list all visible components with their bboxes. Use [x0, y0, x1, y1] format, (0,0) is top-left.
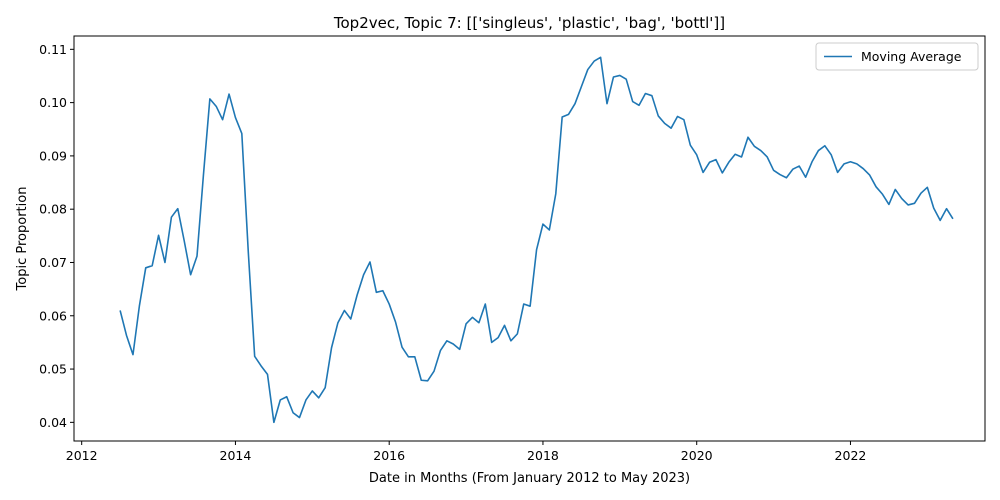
x-tick-label: 2016: [373, 448, 405, 463]
y-axis: 0.04 0.05 0.06 0.07 0.08 0.09 0.10 0.11: [39, 42, 74, 430]
y-tick-label: 0.10: [39, 95, 67, 110]
x-tick-label: 2020: [681, 448, 713, 463]
plot-frame: [73, 35, 986, 442]
chart-title: Top2vec, Topic 7: [['singleus', 'plastic…: [333, 14, 725, 32]
x-tick-label: 2012: [66, 448, 98, 463]
y-tick-label: 0.05: [39, 362, 67, 377]
legend: Moving Average: [815, 42, 979, 71]
series-line: [119, 56, 954, 424]
x-axis-title: Date in Months (From January 2012 to May…: [369, 471, 690, 486]
legend-label: Moving Average: [861, 49, 962, 64]
x-axis: 2012 2014 2016 2018 2020 2022: [66, 441, 867, 463]
y-axis-title: Topic Proportion: [15, 187, 30, 292]
y-tick-label: 0.09: [39, 148, 67, 163]
y-tick-label: 0.11: [39, 42, 67, 57]
y-tick-label: 0.06: [39, 308, 67, 323]
x-tick-label: 2022: [835, 448, 867, 463]
x-tick-label: 2018: [527, 448, 559, 463]
y-tick-label: 0.07: [39, 255, 67, 270]
y-tick-label: 0.08: [39, 202, 67, 217]
series-layer: [119, 56, 954, 424]
x-tick-label: 2014: [220, 448, 252, 463]
legend-box: [815, 42, 979, 71]
y-tick-label: 0.04: [39, 415, 67, 430]
